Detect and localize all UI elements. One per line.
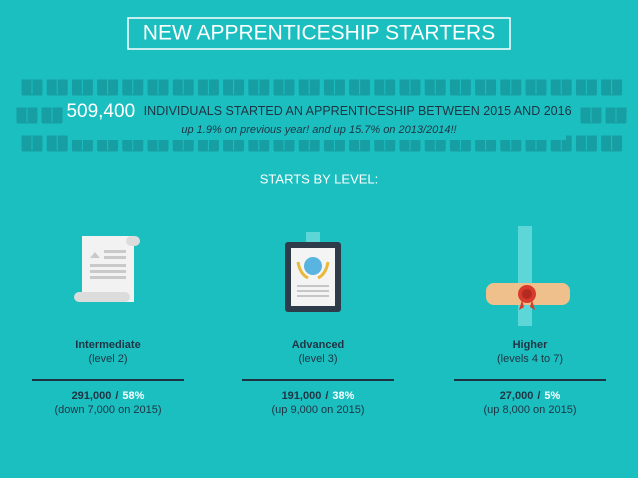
book-icon — [21, 135, 43, 152]
book-icon — [605, 107, 627, 124]
book-icon — [97, 79, 119, 96]
book-icon — [172, 79, 194, 96]
intermediate-icon — [74, 236, 140, 302]
book-icon — [248, 79, 270, 96]
book-icon — [71, 79, 93, 96]
book-icon — [575, 135, 597, 152]
book-icon — [46, 79, 68, 96]
headline-number: 509,400 — [66, 101, 135, 122]
level-change: (down 7,000 on 2015) — [54, 404, 161, 416]
separator: / — [537, 390, 540, 402]
book-icon — [223, 79, 245, 96]
book-icon — [449, 79, 471, 96]
separator: / — [115, 390, 118, 402]
level-percent: 58% — [122, 390, 144, 402]
book-icon — [197, 79, 219, 96]
level-count: 27,000 — [500, 390, 534, 402]
level-figures: 291,000/ 58% — [72, 390, 145, 402]
level-percent: 38% — [332, 390, 354, 402]
level-name: Intermediate — [75, 339, 140, 351]
advanced-icon — [285, 232, 341, 312]
book-icon — [349, 79, 371, 96]
book-icon — [525, 79, 547, 96]
book-icon — [475, 79, 497, 96]
book-icon — [273, 79, 295, 96]
level-figures: 191,000/ 38% — [282, 390, 355, 402]
headline-text: INDIVIDUALS STARTED AN APPRENTICESHIP BE… — [144, 104, 572, 118]
separator: / — [325, 390, 328, 402]
book-icon — [41, 107, 63, 124]
book-icon — [16, 107, 38, 124]
book-icon — [374, 79, 396, 96]
level-label: (level 2) — [88, 353, 127, 365]
level-figures: 27,000/ 5% — [500, 390, 561, 402]
title: NEW APPRENTICESHIP STARTERS — [143, 22, 495, 45]
book-icon — [147, 79, 169, 96]
book-icon — [122, 79, 144, 96]
section-title: STARTS BY LEVEL: — [260, 171, 379, 186]
book-icon — [399, 79, 421, 96]
level-name: Advanced — [292, 339, 345, 351]
level-change: (up 8,000 on 2015) — [484, 404, 577, 416]
higher-icon — [486, 226, 570, 326]
levels: Intermediate(level 2)291,000/58%(down 7,… — [32, 339, 606, 416]
book-icon — [424, 79, 446, 96]
book-icon — [575, 79, 597, 96]
book-icon — [298, 79, 320, 96]
level-count: 291,000 — [72, 390, 112, 402]
book-icon — [46, 135, 68, 152]
level-label: (level 3) — [298, 353, 337, 365]
level-change: (up 9,000 on 2015) — [272, 404, 365, 416]
headline: 509,400 INDIVIDUALS STARTED AN APPRENTIC… — [66, 101, 571, 122]
headline-subtext: up 1.9% on previous year! and up 15.7% o… — [181, 124, 456, 136]
level-label: (levels 4 to 7) — [497, 353, 563, 365]
book-icon — [601, 135, 623, 152]
book-icon — [323, 79, 345, 96]
headline-backdrop — [72, 98, 566, 140]
book-icon — [601, 79, 623, 96]
book-icon — [500, 79, 522, 96]
level-count: 191,000 — [282, 390, 322, 402]
book-icon — [21, 79, 43, 96]
level-name: Higher — [513, 339, 549, 351]
book-icon — [580, 107, 602, 124]
title-box — [127, 17, 511, 50]
level-percent: 5% — [544, 390, 560, 402]
book-icon — [550, 79, 572, 96]
